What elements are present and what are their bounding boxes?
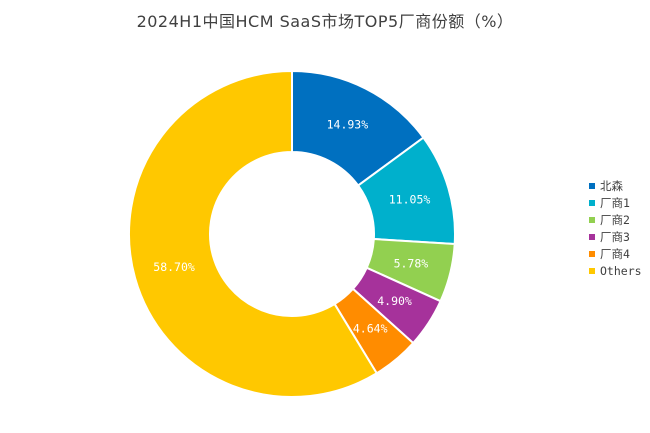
legend-swatch bbox=[589, 233, 595, 240]
legend-item: 厂商3 bbox=[589, 228, 642, 245]
data-label-4: 4.64% bbox=[353, 321, 388, 335]
legend-label: Others bbox=[600, 263, 642, 278]
data-label-0: 14.93% bbox=[327, 118, 369, 132]
legend-swatch bbox=[589, 267, 595, 274]
legend-label: 厂商2 bbox=[600, 212, 630, 227]
data-label-2: 5.78% bbox=[394, 256, 429, 270]
legend-swatch bbox=[589, 199, 595, 206]
legend-item: 北森 bbox=[589, 177, 642, 194]
legend-item: 厂商2 bbox=[589, 211, 642, 228]
data-label-1: 11.05% bbox=[389, 192, 431, 206]
legend: 北森厂商1 厂商2 厂商3 厂商4 Others bbox=[589, 177, 642, 279]
legend-item: Others bbox=[589, 262, 642, 279]
legend-label: 厂商4 bbox=[600, 246, 630, 261]
legend-swatch bbox=[589, 250, 595, 257]
legend-item: 厂商4 bbox=[589, 245, 642, 262]
legend-item: 厂商1 bbox=[589, 194, 642, 211]
data-label-5: 58.70% bbox=[153, 260, 195, 274]
data-label-3: 4.90% bbox=[377, 294, 412, 308]
legend-swatch bbox=[589, 216, 595, 223]
slice-5 bbox=[128, 69, 379, 398]
legend-swatch bbox=[589, 182, 595, 189]
legend-label: 厂商1 bbox=[600, 195, 630, 210]
legend-label: 厂商3 bbox=[600, 229, 630, 244]
chart-title: 2024H1中国HCM SaaS市场TOP5厂商份额（%） bbox=[136, 12, 514, 31]
legend-label: 北森 bbox=[600, 178, 623, 193]
